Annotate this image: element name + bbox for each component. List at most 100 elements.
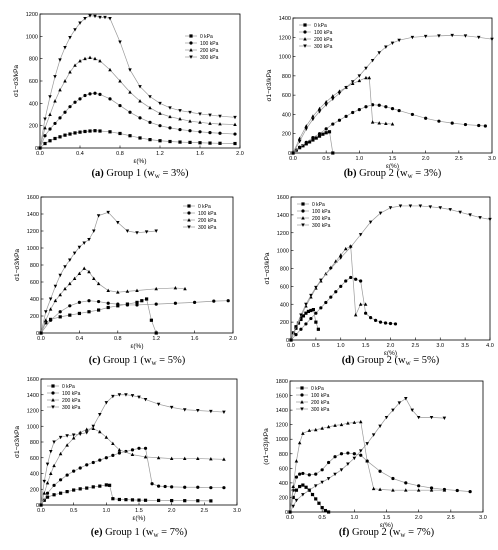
data-point <box>438 206 443 210</box>
data-point <box>196 485 200 489</box>
x-tick-label: 0.0 <box>37 336 45 342</box>
legend-label: 200 kPa <box>200 48 219 54</box>
series-line <box>40 211 157 334</box>
y-tick-label: 600 <box>279 466 288 472</box>
legend-marker <box>301 216 305 220</box>
series-3 <box>39 210 158 335</box>
data-point <box>364 105 368 109</box>
data-point <box>208 130 212 135</box>
series-3 <box>38 14 237 150</box>
data-point <box>104 456 108 460</box>
x-tick-label: 1.2 <box>152 336 160 342</box>
data-point <box>468 490 472 494</box>
data-point <box>294 488 299 492</box>
data-point <box>58 310 62 314</box>
data-point <box>42 498 46 502</box>
data-point <box>58 88 62 92</box>
subplot-4: 0.0 0.5 1.0 1.5 2.0 2.5 3.0 0 200 400 600 800 1000 12… <box>14 377 241 539</box>
data-point <box>83 93 87 98</box>
data-point <box>370 58 375 63</box>
data-point <box>317 132 322 136</box>
data-point <box>365 442 369 446</box>
data-point <box>173 301 177 305</box>
data-point <box>339 284 343 288</box>
data-point <box>145 297 149 301</box>
data-point <box>98 412 102 417</box>
data-point <box>367 75 372 80</box>
x-tick-label: 2.5 <box>201 508 209 514</box>
data-point <box>339 452 344 456</box>
data-point <box>311 114 315 118</box>
data-point <box>391 488 395 492</box>
data-point <box>135 231 139 235</box>
x-tick-label: 0.8 <box>114 336 122 342</box>
x-tick-label: 1.5 <box>389 156 397 162</box>
data-point <box>108 130 112 134</box>
data-point <box>397 38 401 43</box>
data-point <box>98 484 102 488</box>
data-point <box>44 310 48 314</box>
data-point <box>87 310 91 314</box>
data-point <box>156 455 161 460</box>
series-1 <box>289 275 398 342</box>
data-point <box>124 393 128 397</box>
y-tick-label: 1400 <box>27 212 39 218</box>
data-point <box>43 134 47 138</box>
data-point <box>357 74 362 78</box>
data-point <box>63 46 67 50</box>
data-point <box>304 140 308 144</box>
data-point <box>304 127 309 131</box>
data-point <box>371 433 376 437</box>
data-point <box>233 115 237 120</box>
data-point <box>306 309 311 313</box>
data-point <box>424 116 428 120</box>
y-tick-label: 1200 <box>276 423 288 429</box>
legend-label: 200 kPa <box>311 400 330 406</box>
data-point <box>43 125 47 130</box>
data-point <box>198 112 202 116</box>
data-point <box>83 129 87 134</box>
legend-marker <box>51 398 55 402</box>
data-point <box>301 144 305 148</box>
data-point <box>490 37 494 42</box>
data-point <box>158 124 162 128</box>
data-point <box>58 273 62 278</box>
legend-marker <box>301 209 305 213</box>
legend-label: 100 kPa <box>200 41 219 47</box>
data-point <box>88 129 92 133</box>
series-3 <box>39 393 226 507</box>
data-point <box>378 424 382 429</box>
data-point <box>118 103 122 108</box>
y-tick-label: 600 <box>30 280 39 286</box>
data-point <box>317 110 322 114</box>
data-point <box>168 106 172 110</box>
data-point <box>301 483 305 487</box>
data-point <box>463 122 468 127</box>
data-point <box>72 251 77 256</box>
data-point <box>88 92 92 96</box>
data-point <box>397 401 402 405</box>
data-point <box>483 124 487 128</box>
data-point <box>329 267 333 271</box>
x-tick-label: 2.5 <box>447 515 455 521</box>
data-point <box>125 229 130 233</box>
data-point <box>319 278 323 283</box>
data-point <box>83 56 87 61</box>
y-tick-label: 1600 <box>27 377 39 383</box>
data-point <box>301 471 305 476</box>
y-tick-label: 0 <box>286 338 289 344</box>
data-point <box>91 426 96 431</box>
data-point <box>104 435 109 439</box>
y-tick-label: 1400 <box>277 213 289 219</box>
data-point <box>169 456 174 460</box>
data-point <box>65 473 69 477</box>
series-line <box>292 77 393 154</box>
data-point <box>450 121 454 125</box>
data-point <box>182 456 187 460</box>
data-point <box>198 141 202 145</box>
data-point <box>140 299 144 303</box>
data-point <box>404 481 408 485</box>
data-point <box>178 117 182 121</box>
